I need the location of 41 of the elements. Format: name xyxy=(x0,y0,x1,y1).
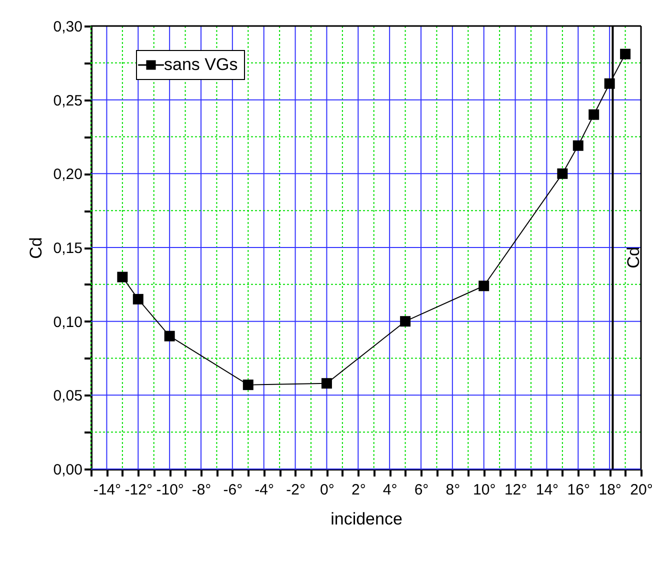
y-tick-label: 0,20 xyxy=(53,166,82,184)
y-tick-label: 0,25 xyxy=(53,92,82,110)
point xyxy=(321,378,332,389)
y-tick-label: 0,00 xyxy=(53,462,82,478)
point xyxy=(242,380,254,390)
x-tick-label: -12° xyxy=(124,482,152,498)
x-tick-label: 20° xyxy=(630,482,652,498)
x-tick-label: -6° xyxy=(223,482,243,498)
x-tick-label: -4° xyxy=(254,482,274,498)
x-tick-label: -8° xyxy=(192,482,212,498)
x-tick-label: 2° xyxy=(351,482,366,498)
x-tick-label: 8° xyxy=(446,482,460,498)
y-tick-label: 0,30 xyxy=(53,18,82,36)
point xyxy=(557,168,568,179)
x-tick-label: 16° xyxy=(567,482,590,498)
x-tick-label: 10° xyxy=(473,482,496,498)
x-tick-label: 14° xyxy=(536,482,559,498)
x-axis-title: incidence xyxy=(330,510,402,528)
x-tick-label: 6° xyxy=(414,482,429,498)
point xyxy=(478,280,490,292)
point xyxy=(164,330,175,342)
y-tick-label: 0,05 xyxy=(53,388,82,405)
y-tick-label: 0,10 xyxy=(53,314,82,331)
y2-axis-title: Cd xyxy=(624,246,643,268)
x-tick-label: 0° xyxy=(320,482,334,498)
y-axis-title: Cd xyxy=(26,237,46,259)
x-tick-label: -2° xyxy=(286,482,306,498)
point xyxy=(117,272,128,282)
y-tick-label: 0,15 xyxy=(53,240,82,257)
point xyxy=(588,109,600,120)
legend-label: sans VGs xyxy=(164,55,238,74)
point xyxy=(400,316,411,327)
x-tick-label: 12° xyxy=(504,482,528,498)
point xyxy=(604,78,615,89)
point xyxy=(620,48,631,60)
x-tick-label: 18° xyxy=(598,482,622,498)
x-tick-label: -10° xyxy=(156,482,184,498)
x-tick-label: 4° xyxy=(382,482,398,498)
point xyxy=(132,294,144,304)
point xyxy=(572,140,584,151)
x-tick-label: -14° xyxy=(93,482,122,498)
